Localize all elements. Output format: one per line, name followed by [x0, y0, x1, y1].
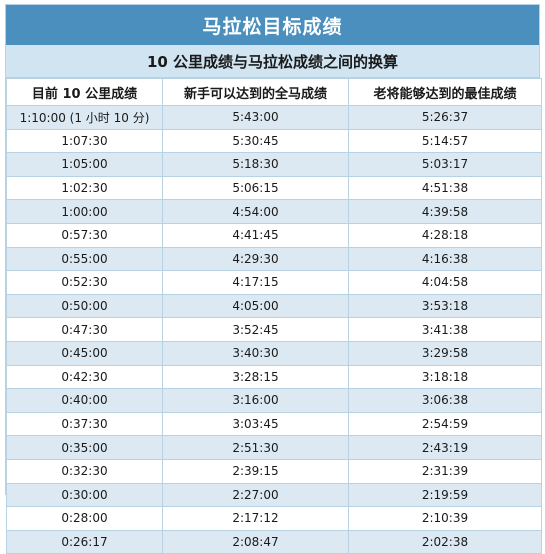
cell-veteran-time: 4:28:18 — [348, 222, 542, 248]
cell-beginner-time: 3:40:30 — [162, 340, 349, 366]
table-row: 0:40:00 3:16:00 3:06:38 — [6, 388, 542, 413]
cell-veteran-time: 2:54:59 — [348, 411, 542, 437]
cell-beginner-time: 2:27:00 — [162, 482, 349, 508]
cell-beginner-time: 2:51:30 — [162, 435, 349, 460]
cell-beginner-time: 4:54:00 — [162, 199, 349, 224]
cell-10k-time: 0:55:00 — [6, 246, 163, 272]
cell-10k-time: 0:45:00 — [6, 340, 163, 366]
cell-10k-time: 0:37:30 — [6, 411, 163, 437]
cell-veteran-time: 2:31:39 — [348, 458, 542, 484]
cell-10k-time: 1:07:30 — [6, 128, 163, 154]
table-row: 0:45:00 3:40:30 3:29:58 — [6, 340, 542, 366]
cell-beginner-time: 5:43:00 — [162, 105, 349, 130]
cell-veteran-time: 5:03:17 — [348, 152, 542, 177]
cell-10k-time: 0:40:00 — [6, 388, 163, 413]
table-row: 0:42:30 3:28:15 3:18:18 — [6, 364, 542, 390]
cell-veteran-time: 4:39:58 — [348, 199, 542, 224]
cell-10k-time: 0:32:30 — [6, 458, 163, 484]
cell-beginner-time: 4:05:00 — [162, 293, 349, 319]
cell-10k-time: 0:26:17 — [6, 529, 163, 554]
table-row: 1:07:30 5:30:45 5:14:57 — [6, 128, 542, 154]
cell-beginner-time: 4:41:45 — [162, 222, 349, 248]
table-row: 0:30:00 2:27:00 2:19:59 — [6, 482, 542, 508]
header-beginner-marathon: 新手可以达到的全马成绩 — [162, 78, 349, 106]
table-row: 0:55:00 4:29:30 4:16:38 — [6, 246, 542, 272]
cell-beginner-time: 2:17:12 — [162, 506, 349, 531]
page-title: 马拉松目标成绩 — [6, 5, 539, 45]
table-row: 0:35:00 2:51:30 2:43:19 — [6, 435, 542, 460]
cell-veteran-time: 2:10:39 — [348, 506, 542, 531]
table-row: 0:26:17 2:08:47 2:02:38 — [6, 529, 542, 554]
cell-beginner-time: 2:39:15 — [162, 458, 349, 484]
conversion-table-card: 马拉松目标成绩 10 公里成绩与马拉松成绩之间的换算 目前 10 公里成绩 新手… — [5, 4, 542, 554]
cell-veteran-time: 2:19:59 — [348, 482, 542, 508]
cell-10k-time: 0:35:00 — [6, 435, 163, 460]
cell-10k-time: 0:28:00 — [6, 506, 163, 531]
cell-veteran-time: 3:06:38 — [348, 388, 542, 413]
cell-beginner-time: 5:06:15 — [162, 175, 349, 201]
table-row: 0:37:30 3:03:45 2:54:59 — [6, 411, 542, 437]
table-row: 0:47:30 3:52:45 3:41:38 — [6, 317, 542, 342]
cell-10k-time: 0:30:00 — [6, 482, 163, 508]
cell-10k-time: 1:05:00 — [6, 152, 163, 177]
cell-10k-time: 0:57:30 — [6, 222, 163, 248]
table-row: 1:02:30 5:06:15 4:51:38 — [6, 175, 542, 201]
table-row: 0:50:00 4:05:00 3:53:18 — [6, 293, 542, 319]
cell-beginner-time: 3:16:00 — [162, 388, 349, 413]
cell-beginner-time: 4:17:15 — [162, 270, 349, 295]
table-row: 1:05:00 5:18:30 5:03:17 — [6, 152, 542, 177]
cell-veteran-time: 4:04:58 — [348, 270, 542, 295]
cell-veteran-time: 3:18:18 — [348, 364, 542, 390]
cell-veteran-time: 2:02:38 — [348, 529, 542, 554]
cell-beginner-time: 5:18:30 — [162, 152, 349, 177]
table-row: 1:00:00 4:54:00 4:39:58 — [6, 199, 542, 224]
cell-veteran-time: 5:14:57 — [348, 128, 542, 154]
header-current-10k: 目前 10 公里成绩 — [6, 78, 163, 106]
cell-beginner-time: 5:30:45 — [162, 128, 349, 154]
table-subtitle: 10 公里成绩与马拉松成绩之间的换算 — [6, 45, 539, 78]
table-header-row: 目前 10 公里成绩 新手可以达到的全马成绩 老将能够达到的最佳成绩 — [6, 78, 542, 106]
table-row: 0:52:30 4:17:15 4:04:58 — [6, 270, 542, 295]
cell-10k-time: 0:47:30 — [6, 317, 163, 342]
cell-veteran-time: 3:53:18 — [348, 293, 542, 319]
cell-beginner-time: 3:52:45 — [162, 317, 349, 342]
cell-beginner-time: 3:03:45 — [162, 411, 349, 437]
cell-10k-time: 0:42:30 — [6, 364, 163, 390]
cell-veteran-time: 2:43:19 — [348, 435, 542, 460]
table-row: 1:10:00 (1 小时 10 分) 5:43:00 5:26:37 — [6, 105, 542, 130]
cell-10k-time: 0:50:00 — [6, 293, 163, 319]
pace-conversion-table: 目前 10 公里成绩 新手可以达到的全马成绩 老将能够达到的最佳成绩 1:10:… — [6, 78, 542, 554]
cell-beginner-time: 3:28:15 — [162, 364, 349, 390]
cell-veteran-time: 3:29:58 — [348, 340, 542, 366]
cell-beginner-time: 4:29:30 — [162, 246, 349, 272]
cell-veteran-time: 4:51:38 — [348, 175, 542, 201]
cell-beginner-time: 2:08:47 — [162, 529, 349, 554]
cell-veteran-time: 4:16:38 — [348, 246, 542, 272]
cell-10k-time: 1:00:00 — [6, 199, 163, 224]
header-veteran-best: 老将能够达到的最佳成绩 — [348, 78, 542, 106]
cell-10k-time: 1:10:00 (1 小时 10 分) — [6, 105, 163, 130]
table-row: 0:32:30 2:39:15 2:31:39 — [6, 458, 542, 484]
cell-10k-time: 1:02:30 — [6, 175, 163, 201]
table-body: 1:10:00 (1 小时 10 分) 5:43:00 5:26:37 1:07:30… — [6, 105, 542, 554]
cell-veteran-time: 5:26:37 — [348, 105, 542, 130]
table-row: 0:57:30 4:41:45 4:28:18 — [6, 222, 542, 248]
table-row: 0:28:00 2:17:12 2:10:39 — [6, 506, 542, 531]
cell-10k-time: 0:52:30 — [6, 270, 163, 295]
cell-veteran-time: 3:41:38 — [348, 317, 542, 342]
